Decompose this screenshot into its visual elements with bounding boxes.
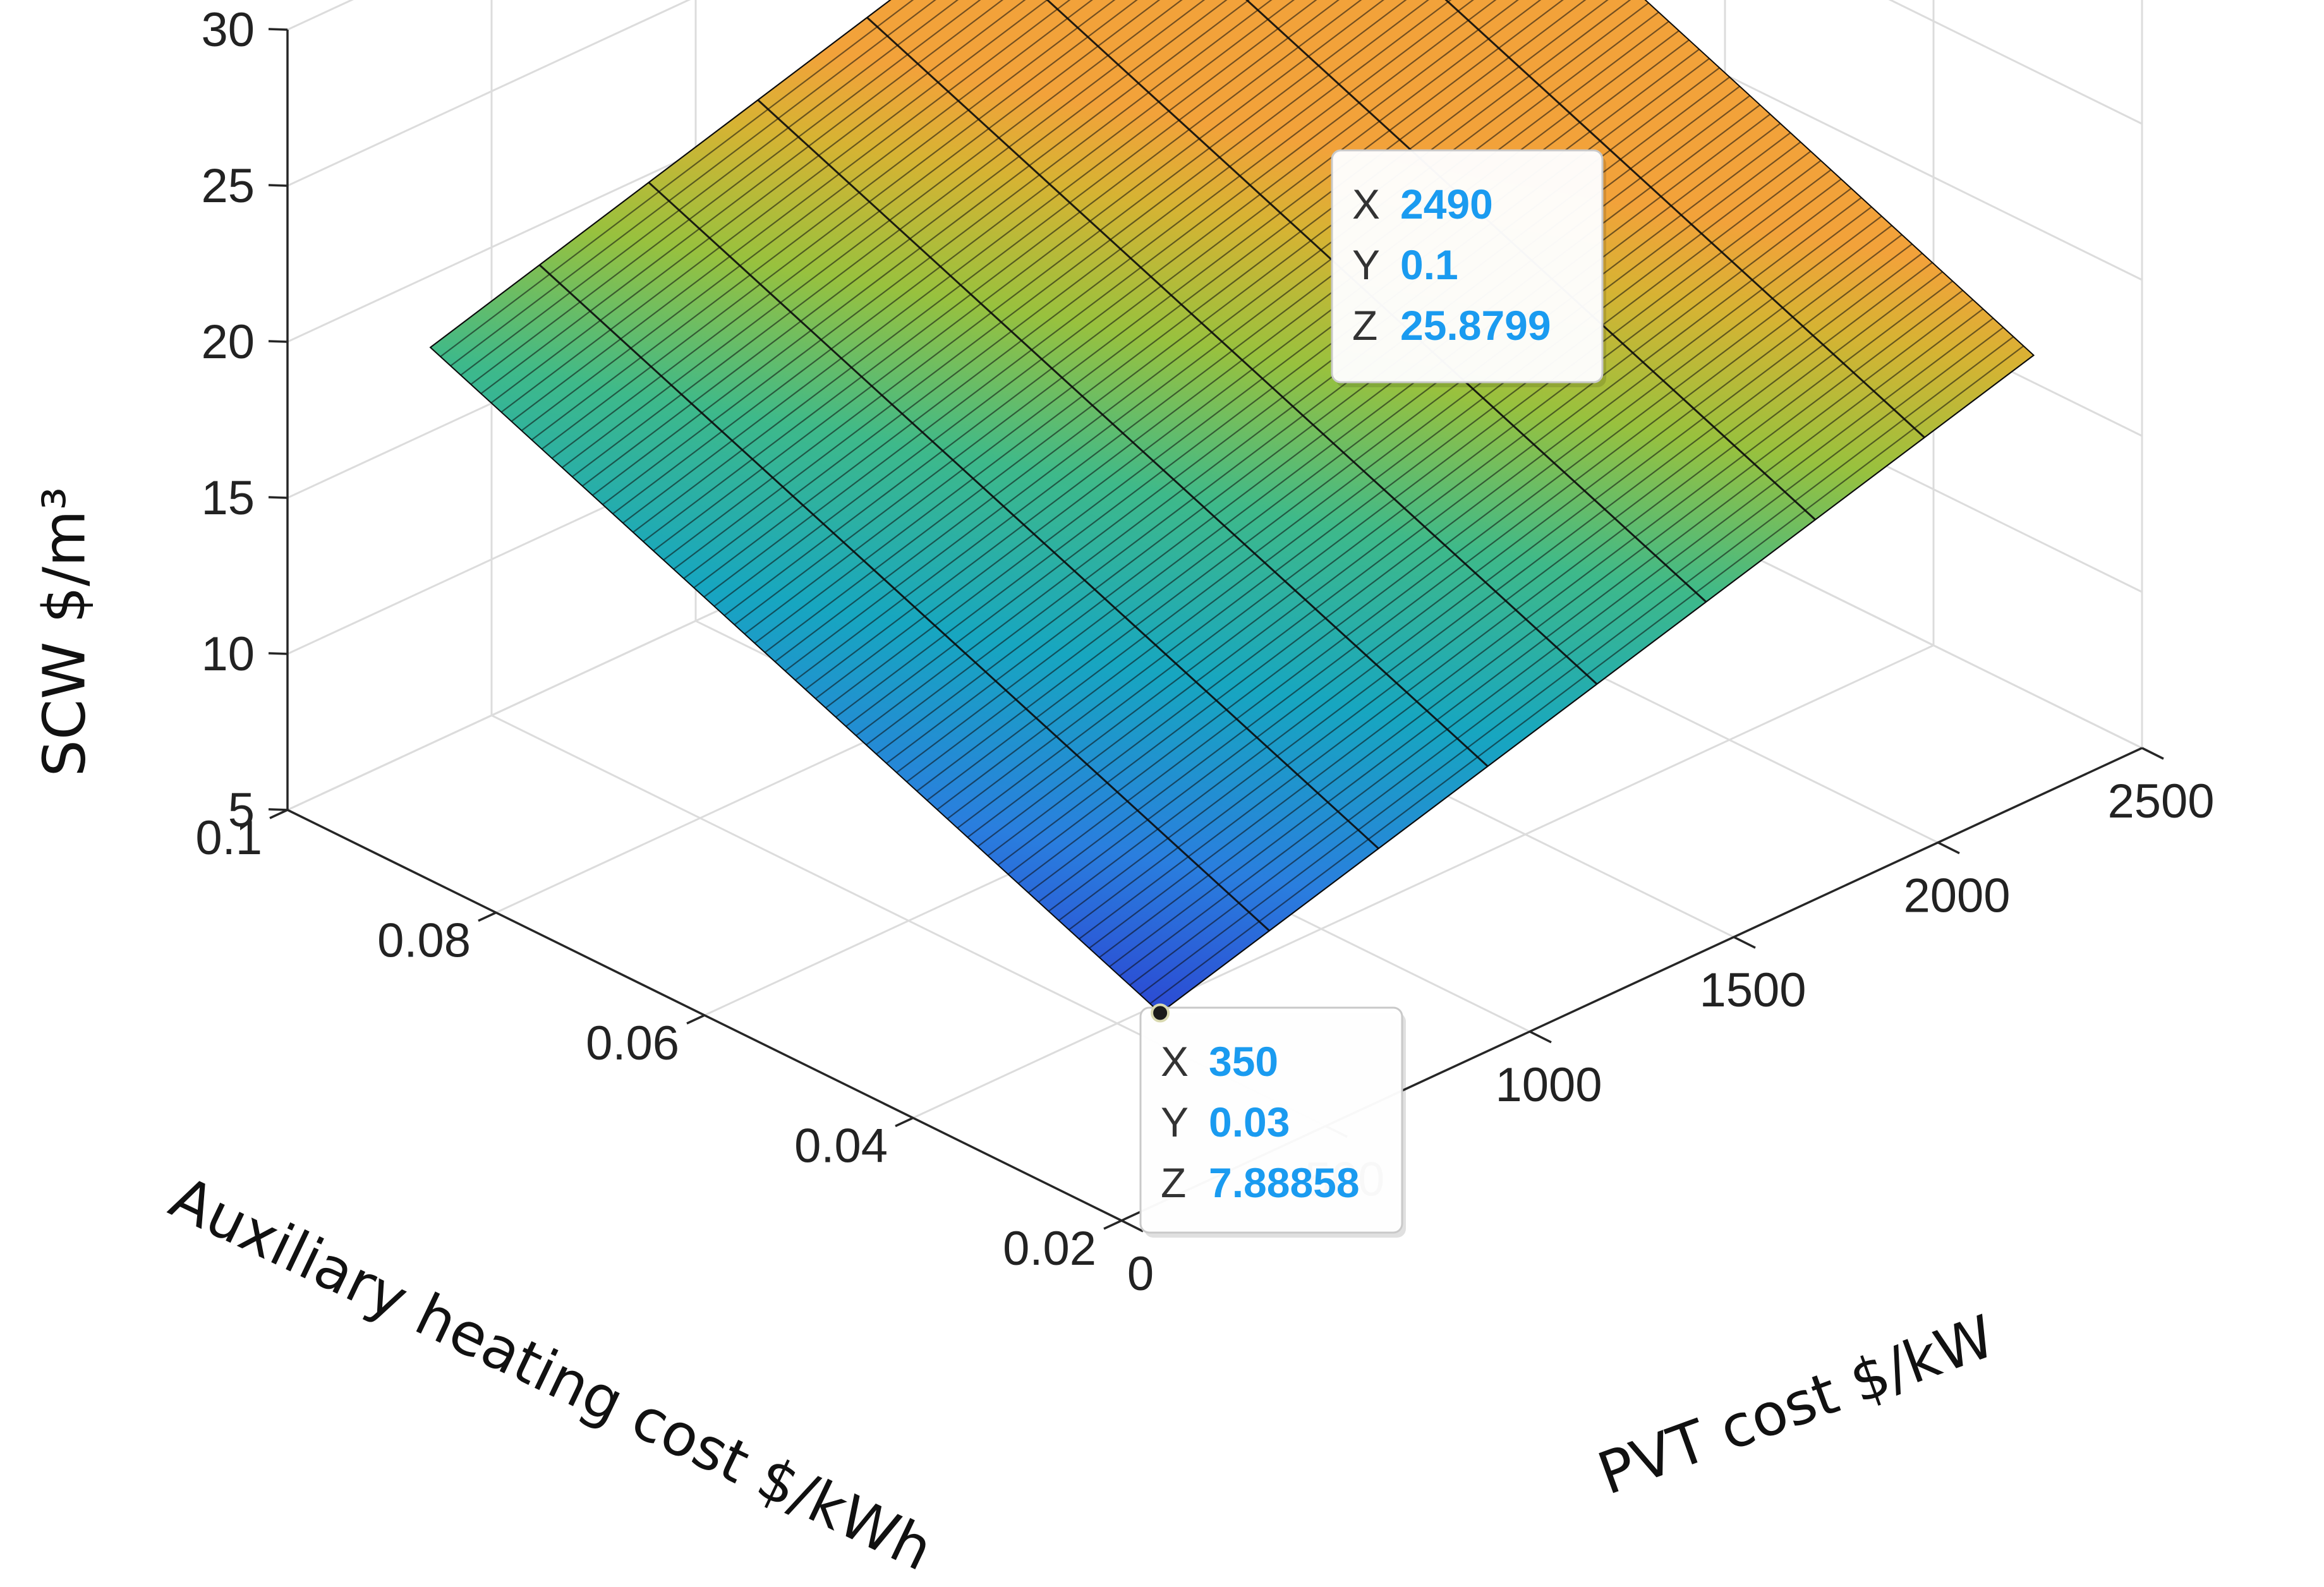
y-tick-mark: [895, 1116, 914, 1128]
z-tick-label: 25: [201, 159, 255, 213]
x-tick-mark: [1733, 936, 1756, 949]
y-tick-label: 0.04: [794, 1119, 888, 1173]
z-axis-label: SCW $/m³: [30, 487, 98, 777]
y-tick-mark: [686, 1014, 705, 1025]
z-tick-mark: [268, 808, 288, 811]
y-tick-mark: [1103, 1219, 1122, 1230]
datatip-key: Y: [1161, 1099, 1189, 1145]
grid-line: [287, 0, 691, 187]
y-axis-label: Auxiliary heating cost $/kWh: [160, 1164, 943, 1584]
contour-line: [648, 181, 1379, 850]
z-tick-mark: [268, 496, 288, 499]
datatip-key: Z: [1161, 1159, 1186, 1206]
datatips: X 2490 Y 0.1 Z 25.8799 X 350 Y 0.03 Z 7.88858: [1139, 149, 1606, 1238]
surface-patch: [429, 0, 2035, 1014]
contour-line: [538, 264, 1270, 932]
z-tick-mark: [268, 340, 288, 343]
z-tick-label: 15: [201, 471, 255, 525]
datatip-value: 350: [1209, 1038, 1278, 1085]
datatip-value: 0.03: [1209, 1099, 1290, 1145]
datatip-box: [1331, 149, 1604, 383]
x-tick-mark: [1529, 1030, 1552, 1044]
contour-line: [757, 99, 1489, 768]
datatip-value: 7.88858: [1209, 1159, 1360, 1206]
x-tick-label: 0: [1127, 1247, 1154, 1301]
z-tick-mark: [268, 652, 288, 655]
z-tick-label: 30: [201, 3, 255, 57]
datatip-key: X: [1161, 1038, 1189, 1085]
datatip-key: Z: [1352, 302, 1377, 349]
y-tick-label: 0.1: [195, 811, 262, 865]
x-tick-label: 2000: [1903, 869, 2010, 923]
x-tick-label: 1000: [1495, 1058, 1602, 1112]
datatip-value: 0.1: [1400, 241, 1458, 288]
datatip-marker: [1151, 1003, 1170, 1023]
grid-line: [1888, 0, 2143, 125]
contour-line: [866, 16, 1598, 685]
datatip-box: [1139, 1006, 1403, 1234]
z-tick-label: 20: [201, 315, 255, 369]
x-tick-mark: [2141, 747, 2164, 760]
datatip-1: X 2490 Y 0.1 Z 25.8799: [1331, 149, 1606, 387]
x-tick-label: 2500: [2107, 775, 2214, 828]
x-tick-label: 1500: [1699, 963, 1806, 1017]
datatip-key: X: [1352, 181, 1380, 227]
datatip-value: 2490: [1400, 181, 1493, 227]
x-tick-mark: [1121, 1219, 1144, 1233]
z-tick-mark: [268, 28, 288, 31]
datatip-value: 25.8799: [1400, 302, 1551, 349]
z-tick-mark: [268, 184, 288, 187]
y-tick-label: 0.06: [586, 1017, 679, 1070]
datatip-key: Y: [1352, 241, 1380, 288]
x-axis-label: PVT cost $/kW: [1590, 1302, 2004, 1508]
grid-line: [912, 644, 1934, 1119]
tick-labels: 510152025300.020.040.060.080.10500100015…: [195, 3, 2214, 1301]
y-tick-mark: [269, 809, 288, 819]
contour-line: [1444, 0, 1925, 438]
datatip-2: X 350 Y 0.03 Z 7.88858: [1139, 1003, 1406, 1238]
z-tick-label: 5: [228, 783, 255, 837]
z-tick-label: 10: [201, 627, 255, 681]
y-tick-label: 0.02: [1003, 1222, 1096, 1276]
y-tick-label: 0.08: [377, 914, 471, 968]
y-tick-mark: [478, 911, 497, 922]
surface-layer: [429, 0, 2035, 1014]
x-tick-mark: [1937, 842, 1960, 855]
